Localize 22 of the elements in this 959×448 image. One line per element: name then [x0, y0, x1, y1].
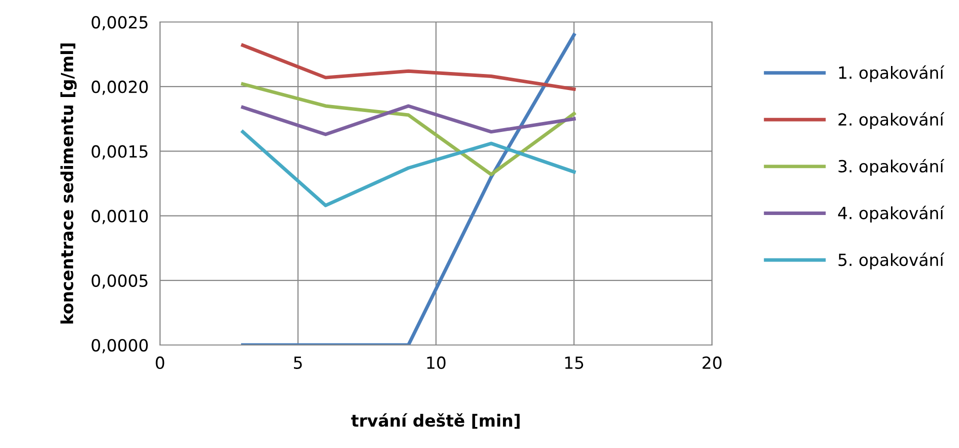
x-tick-label: 10 [427, 356, 446, 370]
y-tick-label: 0,0005 [92, 274, 148, 289]
x-tick-label: 0 [156, 356, 164, 370]
y-tick-label: 0,0010 [92, 210, 148, 224]
line-series [241, 44, 576, 91]
y-axis-title: koncentrace sedimentu [g/ml] [60, 44, 77, 324]
legend-label: 2. opakování [838, 112, 944, 129]
x-tick-label: 15 [565, 356, 584, 370]
line-series [241, 104, 576, 136]
x-tick-label: 20 [702, 356, 722, 370]
legend-label: 4. opakování [838, 206, 944, 223]
y-tick-label: 0,0015 [92, 145, 148, 160]
y-tick-label: 0,0020 [92, 80, 148, 95]
y-tick-label: 0,0000 [92, 338, 148, 354]
legend-label: 1. opakování [839, 65, 944, 82]
legend-label: 5. opakování [838, 252, 944, 270]
legend-label: 3. opakování [838, 158, 944, 176]
y-tick-label: 0,0025 [92, 16, 148, 30]
line-series [241, 82, 576, 176]
x-axis-title: trvání deště [min] [351, 413, 520, 429]
x-tick-label: 5 [294, 356, 302, 370]
line-series [241, 130, 576, 208]
